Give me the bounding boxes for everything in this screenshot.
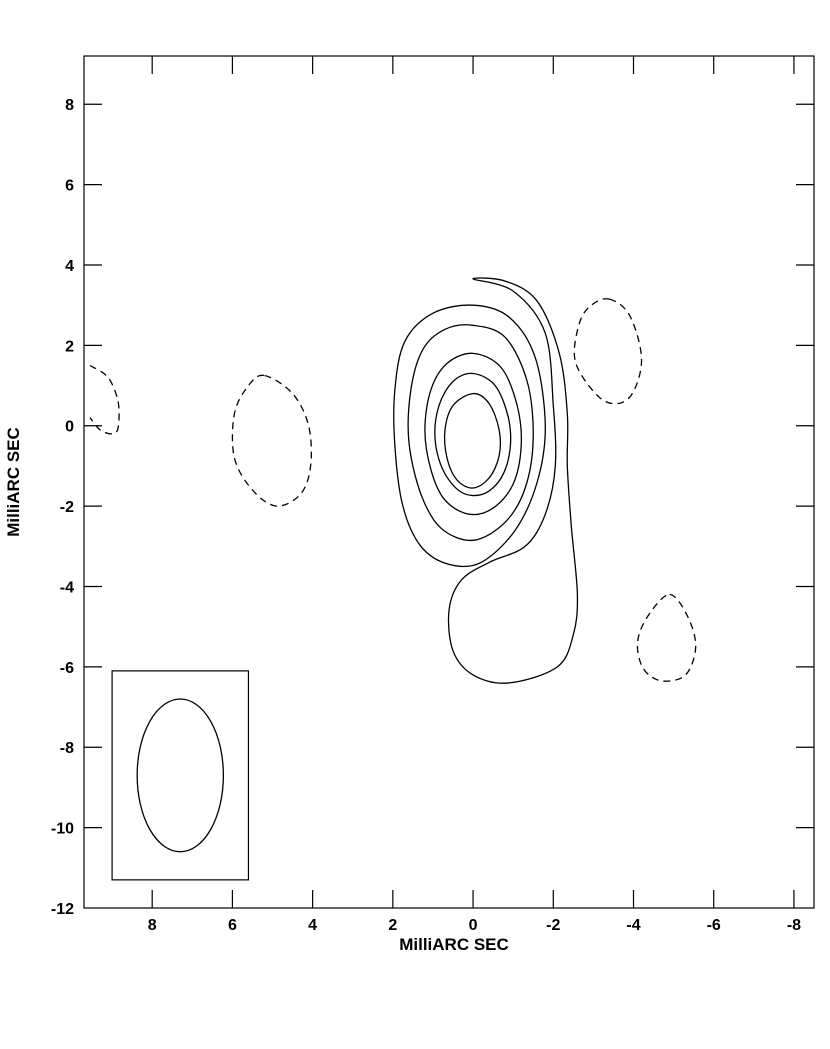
x-tick-label: -2 — [546, 917, 560, 934]
x-tick-label: 6 — [228, 917, 237, 934]
negative-contour-2 — [573, 298, 643, 405]
negative-contour-3 — [636, 593, 697, 682]
beam-box — [111, 670, 250, 881]
beam-inset — [111, 670, 250, 881]
x-tick-label: -4 — [626, 917, 640, 934]
y-tick-label: 8 — [65, 97, 74, 114]
y-axis-label: MilliARC SEC — [4, 427, 23, 537]
x-tick-label: 8 — [148, 917, 157, 934]
contour-level-1 — [447, 277, 579, 684]
y-tick-label: 0 — [65, 419, 74, 436]
contour-level-6 — [443, 392, 502, 489]
contour-level-4 — [424, 352, 523, 516]
x-tick-label: 2 — [388, 917, 397, 934]
x-tick-label: -6 — [707, 917, 721, 934]
y-tick-label: -8 — [60, 740, 74, 757]
y-tick-label: 4 — [65, 258, 74, 275]
negative-contours — [89, 298, 697, 682]
x-tick-label: 4 — [308, 917, 317, 934]
negative-contour-1 — [231, 374, 313, 507]
positive-contours — [393, 277, 579, 684]
contour-level-2 — [393, 304, 546, 568]
y-tick-label: -6 — [60, 660, 74, 677]
contour-level-5 — [434, 372, 512, 497]
x-tick-label: 0 — [469, 917, 478, 934]
x-tick-label: -8 — [787, 917, 801, 934]
y-tick-label: -2 — [60, 499, 74, 516]
y-tick-label: 2 — [65, 338, 74, 355]
x-axis-label: MilliARC SEC — [399, 935, 509, 954]
y-tick-label: -12 — [51, 901, 74, 918]
y-tick-label: 6 — [65, 178, 74, 195]
contour-level-3 — [407, 324, 534, 542]
plot-frame — [83, 55, 815, 909]
y-tick-label: -4 — [60, 579, 74, 596]
y-tick-label: -10 — [51, 821, 74, 838]
beam-ellipse — [136, 698, 225, 853]
negative-contour-4 — [89, 364, 120, 435]
y-axis-ticks: 8 6 4 2 0 -2 -4 -6 -8 -10 -12 — [51, 97, 814, 918]
x-axis-ticks: 8 6 4 2 0 -2 -4 -6 -8 — [148, 56, 801, 934]
